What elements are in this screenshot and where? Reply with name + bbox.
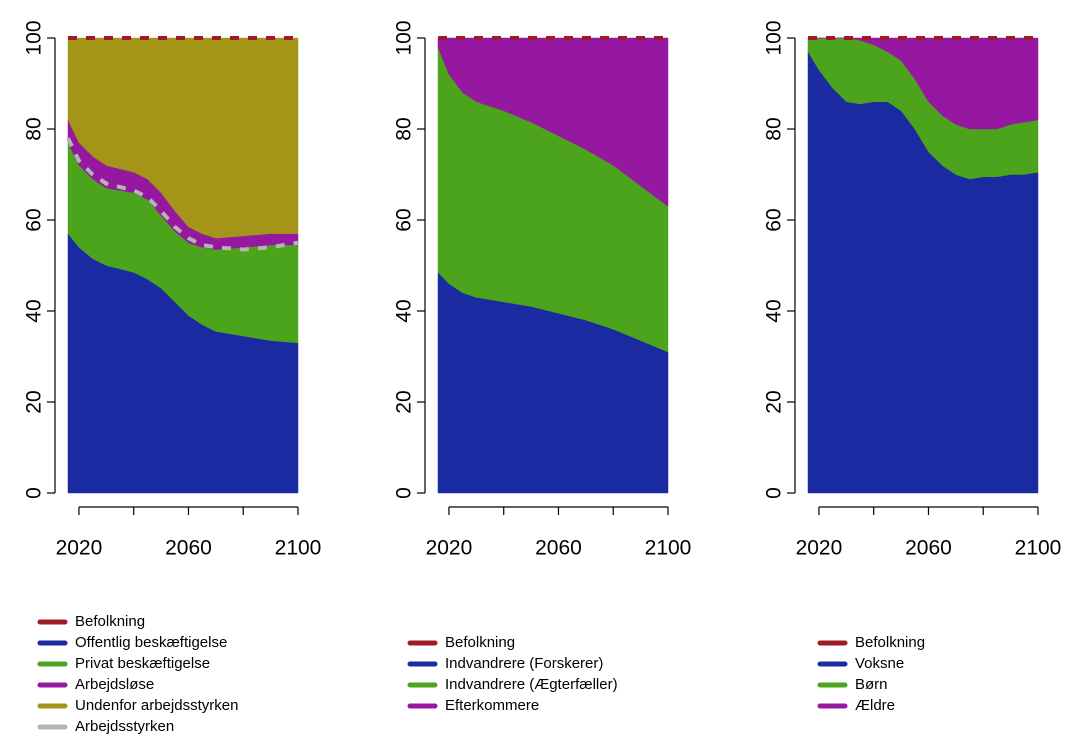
y-tick-label: 0 <box>763 487 786 499</box>
x-tick-label: 2100 <box>1015 537 1062 560</box>
x-tick-label: 2020 <box>426 537 473 560</box>
y-tick-label: 20 <box>393 390 416 413</box>
legend-label: Ældre <box>855 697 895 714</box>
x-tick-label: 2060 <box>905 537 952 560</box>
y-tick-label: 100 <box>763 20 786 55</box>
x-tick-label: 2020 <box>796 537 843 560</box>
legend-label: Børn <box>855 676 888 693</box>
y-tick-label: 80 <box>763 117 786 140</box>
x-tick-label: 2060 <box>165 537 212 560</box>
y-tick-label: 60 <box>23 208 46 231</box>
legend-label: Voksne <box>855 655 904 672</box>
x-tick-label: 2060 <box>535 537 582 560</box>
y-tick-label: 40 <box>393 299 416 322</box>
y-tick-label: 20 <box>23 390 46 413</box>
legend-label: Arbejdsløse <box>75 676 154 693</box>
legend-label: Arbejdsstyrken <box>75 718 174 734</box>
y-tick-label: 20 <box>763 390 786 413</box>
legend-label: Efterkommere <box>445 697 539 714</box>
y-tick-label: 40 <box>23 299 46 322</box>
y-tick-label: 40 <box>763 299 786 322</box>
legend-label: Privat beskæftigelse <box>75 655 210 672</box>
y-tick-label: 100 <box>393 20 416 55</box>
x-tick-label: 2020 <box>56 537 103 560</box>
x-tick-label: 2100 <box>645 537 692 560</box>
y-tick-label: 80 <box>23 117 46 140</box>
legend-label: Undenfor arbejdsstyrken <box>75 697 238 714</box>
legend-label: Befolkning <box>75 613 145 630</box>
y-tick-label: 100 <box>23 20 46 55</box>
legend-label: Indvandrere (Ægterfæller) <box>445 676 618 693</box>
y-tick-label: 60 <box>763 208 786 231</box>
y-tick-label: 0 <box>23 487 46 499</box>
line <box>66 137 299 252</box>
y-tick-label: 0 <box>393 487 416 499</box>
legend-label: Befolkning <box>445 634 515 651</box>
legend-label: Befolkning <box>855 634 925 651</box>
legend-label: Offentlig beskæftigelse <box>75 634 227 651</box>
y-tick-label: 60 <box>393 208 416 231</box>
legend-label: Indvandrere (Forskerer) <box>445 655 603 672</box>
y-tick-label: 80 <box>393 117 416 140</box>
x-tick-label: 2100 <box>275 537 322 560</box>
